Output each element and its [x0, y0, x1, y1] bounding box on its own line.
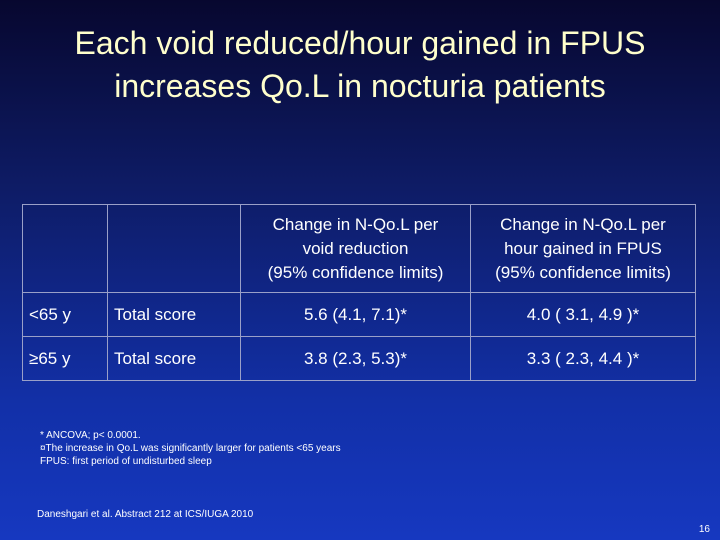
header-void-reduction-cell: Change in N-Qo.L per void reduction (95%…: [240, 204, 471, 293]
header-hour-line-2: hour gained in FPUS: [504, 238, 662, 258]
header-hour-gained-cell: Change in N-Qo.L per hour gained in FPUS…: [470, 204, 696, 293]
footnote-fpus-definition: FPUS: first period of undisturbed sleep: [40, 456, 212, 467]
page-number: 16: [698, 524, 710, 535]
footnote-ancova: * ANCOVA; p< 0.0001.: [40, 430, 141, 441]
header-void-line-2: void reduction: [302, 238, 409, 258]
title-line-2: increases Qo.L in nocturia patients: [114, 68, 606, 104]
measure-cell: Total score: [107, 292, 241, 337]
header-void-line-3: (95% confidence limits): [267, 262, 444, 282]
title-line-1: Each void reduced/hour gained in FPUS: [74, 25, 646, 61]
header-void-line-1: Change in N-Qo.L per: [272, 214, 439, 234]
reference-citation: Daneshgari et al. Abstract 212 at ICS/IU…: [37, 509, 254, 520]
header-age-cell: [22, 204, 108, 293]
age-group-cell: <65 y: [22, 292, 108, 337]
hour-gained-value-cell: 3.3 ( 2.3, 4.4 )*: [470, 336, 696, 381]
header-hour-line-3: (95% confidence limits): [495, 262, 671, 282]
measure-cell: Total score: [107, 336, 241, 381]
table-row: <65 y Total score 5.6 (4.1, 7.1)* 4.0 ( …: [22, 292, 696, 337]
void-reduction-value-cell: 5.6 (4.1, 7.1)*: [240, 292, 471, 337]
header-hour-line-1: Change in N-Qo.L per: [500, 214, 666, 234]
results-table: Change in N-Qo.L per void reduction (95%…: [22, 204, 696, 381]
slide-title: Each void reduced/hour gained in FPUS in…: [0, 22, 720, 108]
footnotes: * ANCOVA; p< 0.0001. ¤The increase in Qo…: [40, 429, 341, 468]
age-group-cell: ≥65 y: [22, 336, 108, 381]
hour-gained-value-cell: 4.0 ( 3.1, 4.9 )*: [470, 292, 696, 337]
table-header-row: Change in N-Qo.L per void reduction (95%…: [22, 204, 696, 293]
table-row: ≥65 y Total score 3.8 (2.3, 5.3)* 3.3 ( …: [22, 336, 696, 381]
void-reduction-value-cell: 3.8 (2.3, 5.3)*: [240, 336, 471, 381]
header-measure-cell: [107, 204, 241, 293]
footnote-age-comparison: ¤The increase in Qo.L was significantly …: [40, 443, 341, 454]
